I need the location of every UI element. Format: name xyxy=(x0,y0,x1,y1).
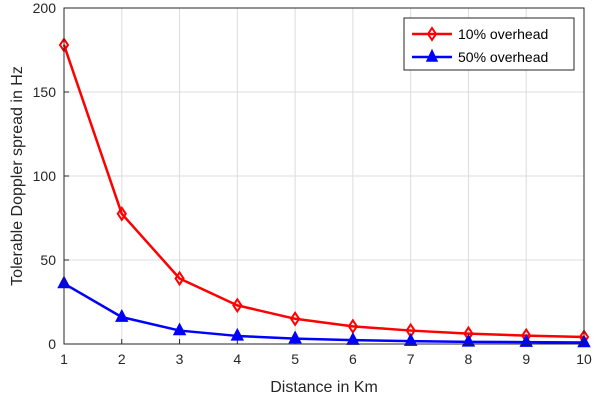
y-tick-label: 200 xyxy=(33,0,57,16)
y-tick-label: 50 xyxy=(40,252,56,268)
series-line xyxy=(63,282,585,344)
y-tick-label: 0 xyxy=(48,336,56,352)
x-tick-label: 10 xyxy=(576,351,592,367)
legend-label-50pct: 50% overhead xyxy=(458,49,548,65)
data-point-diamond xyxy=(174,270,185,287)
x-tick-label: 2 xyxy=(118,351,126,367)
data-point-triangle xyxy=(403,333,418,346)
data-point-triangle xyxy=(115,309,129,322)
legend-diamond-marker-icon xyxy=(426,26,438,42)
plot-frame xyxy=(63,7,585,345)
x-tick-label: 9 xyxy=(522,351,530,367)
data-point-triangle xyxy=(230,327,245,341)
legend-triangle-marker-icon xyxy=(425,48,439,62)
legend: 10% overhead 50% overhead xyxy=(403,17,575,71)
x-tick-label: 4 xyxy=(233,351,241,367)
x-tick-label: 5 xyxy=(291,351,299,367)
series-line xyxy=(62,44,585,339)
y-tick-label: 100 xyxy=(33,168,57,184)
data-point-diamond xyxy=(116,205,127,222)
data-point-diamond xyxy=(289,310,301,327)
y-tick-label: 150 xyxy=(33,84,57,100)
data-point-triangle xyxy=(288,330,302,344)
y-axis-ticks: 0 50 100 150 200 xyxy=(33,0,69,352)
y-axis-label: Tolerable Doppler spread in Hz xyxy=(9,66,26,286)
series-layer xyxy=(57,37,591,348)
x-axis-label: Distance in Km xyxy=(270,379,378,396)
legend-label-10pct: 10% overhead xyxy=(458,26,548,42)
data-point-diamond xyxy=(232,297,243,314)
x-tick-label: 3 xyxy=(176,351,184,367)
x-tick-label: 6 xyxy=(349,351,357,367)
x-tick-label: 7 xyxy=(407,351,415,367)
data-point-triangle xyxy=(172,322,187,336)
x-tick-label: 1 xyxy=(60,351,68,367)
x-tick-label: 8 xyxy=(465,351,473,367)
data-point-triangle xyxy=(461,333,476,347)
